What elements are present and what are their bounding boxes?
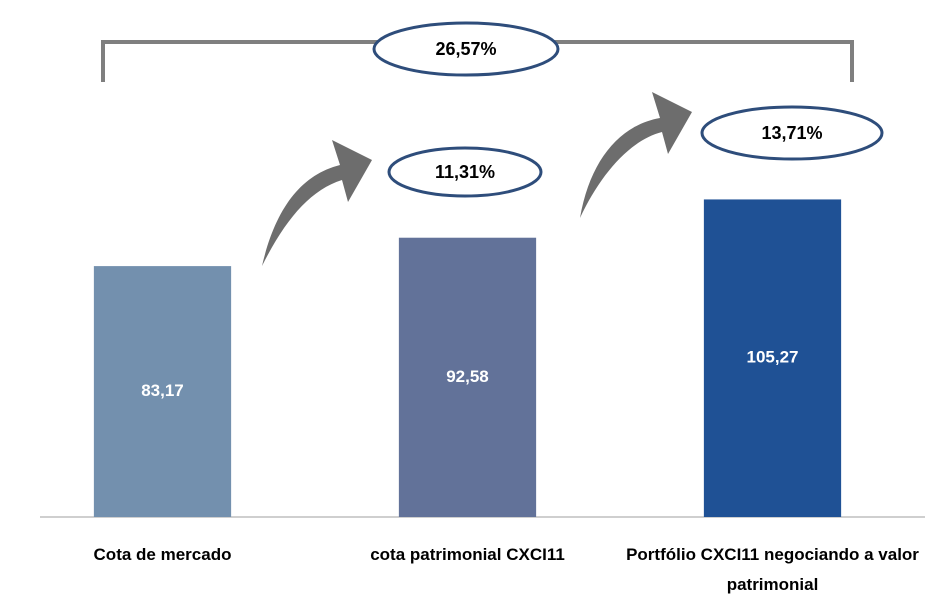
x-tick-label: cota patrimonial CXCI11 (313, 540, 623, 570)
annotation: 26,57% (435, 39, 496, 59)
x-tick-label: Cota de mercado (8, 540, 318, 570)
annotation: 13,71% (761, 123, 822, 143)
value-label: 92,58 (446, 367, 489, 386)
value-label: 105,27 (747, 348, 799, 367)
value-label: 83,17 (141, 381, 184, 400)
arrow (262, 140, 372, 266)
arrow (580, 92, 692, 218)
annotation: 11,31% (435, 162, 495, 182)
x-tick-label: Portfólio CXCI11 negociando a valor patr… (618, 540, 925, 600)
